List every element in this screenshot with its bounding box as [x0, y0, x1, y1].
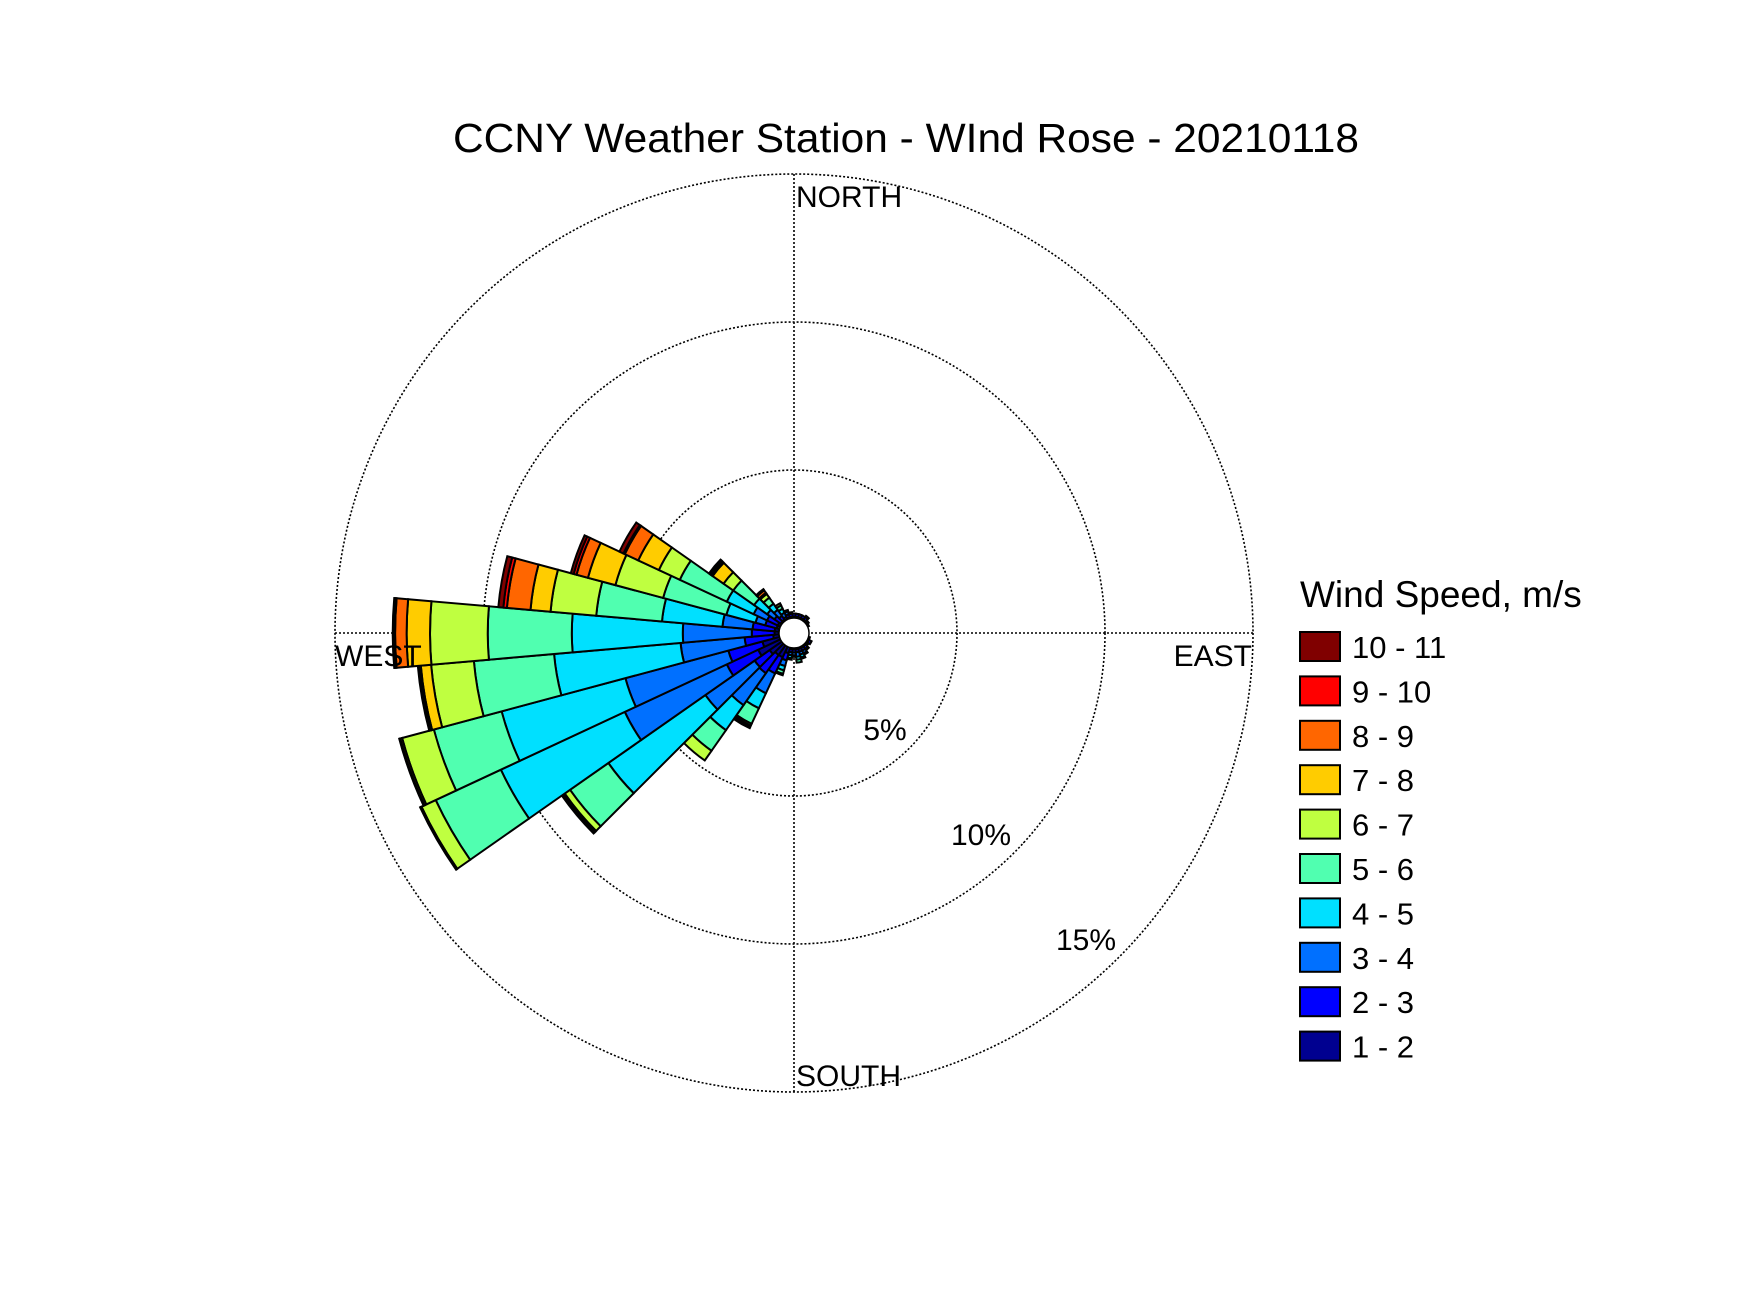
legend-label: 1 - 2	[1352, 1030, 1414, 1065]
legend-swatch	[1299, 719, 1341, 751]
wind-bar-segment	[803, 614, 811, 621]
wind-bar-segment	[782, 608, 790, 615]
chart-title: CCNY Weather Station - WInd Rose - 20210…	[453, 115, 1359, 161]
legend-label: 2 - 3	[1352, 985, 1414, 1020]
legend-label: 3 - 4	[1352, 941, 1414, 976]
wind-bar-segment	[418, 805, 458, 872]
legend-title: Wind Speed, m/s	[1300, 574, 1582, 615]
legend-label: 8 - 9	[1352, 719, 1414, 754]
legend-swatch	[1299, 764, 1341, 796]
legend-swatch	[1299, 675, 1341, 707]
legend-label: 7 - 8	[1352, 763, 1414, 798]
legend-item: 1 - 2	[1299, 1030, 1414, 1065]
center-hub	[778, 617, 810, 649]
legend-label: 6 - 7	[1352, 808, 1414, 843]
legend-item: 5 - 6	[1299, 852, 1414, 887]
radial-tick-label: 5%	[863, 714, 906, 747]
legend-label: 4 - 5	[1352, 896, 1414, 931]
compass-label-south: SOUTH	[796, 1060, 901, 1093]
legend-label: 9 - 10	[1352, 674, 1431, 709]
legend-label: 10 - 11	[1352, 630, 1446, 665]
legend-swatch	[1299, 1030, 1341, 1062]
wind-bar-segment	[486, 605, 574, 661]
legend-item: 8 - 9	[1299, 719, 1414, 754]
legend-swatch	[1299, 853, 1341, 884]
legend-item: 7 - 8	[1299, 763, 1414, 798]
legend-swatch	[1299, 897, 1341, 929]
wind-rose-bars	[391, 521, 813, 872]
wind-bar-segment	[391, 596, 397, 670]
legend-item: 3 - 4	[1299, 941, 1414, 976]
legend-swatch	[1299, 808, 1341, 840]
wind-bar-segment	[787, 611, 794, 616]
legend-item: 10 - 11	[1299, 630, 1446, 665]
legend-label: 5 - 6	[1352, 852, 1414, 887]
legend-item: 2 - 3	[1299, 985, 1414, 1020]
legend-swatch	[1299, 631, 1341, 662]
legend: Wind Speed, m/s 10 - 11 9 - 10 8 - 9 7 - 8 6…	[1299, 574, 1582, 1065]
wind-bar-segment	[707, 558, 724, 576]
wind-bar-segment	[398, 737, 426, 808]
compass-label-east: EAST	[1174, 640, 1252, 673]
legend-swatch	[1299, 986, 1341, 1018]
wind-bar-segment	[569, 534, 589, 576]
legend-item: 4 - 5	[1299, 896, 1414, 931]
legend-item: 6 - 7	[1299, 808, 1414, 843]
wind-bar-segment	[497, 554, 514, 609]
wind-bar-segment	[795, 657, 803, 664]
radial-tick-label: 10%	[951, 819, 1011, 852]
legend-item: 9 - 10	[1299, 674, 1431, 709]
radial-tick-label: 15%	[1056, 924, 1116, 957]
compass-label-north: NORTH	[796, 181, 902, 214]
legend-swatch	[1299, 941, 1341, 973]
wind-bar-segment	[754, 587, 766, 598]
compass-label-west: WEST	[335, 640, 422, 673]
wind-bar-segment	[773, 601, 783, 610]
wind-bar-segment	[618, 521, 642, 555]
wind-bar-segment	[429, 600, 490, 666]
